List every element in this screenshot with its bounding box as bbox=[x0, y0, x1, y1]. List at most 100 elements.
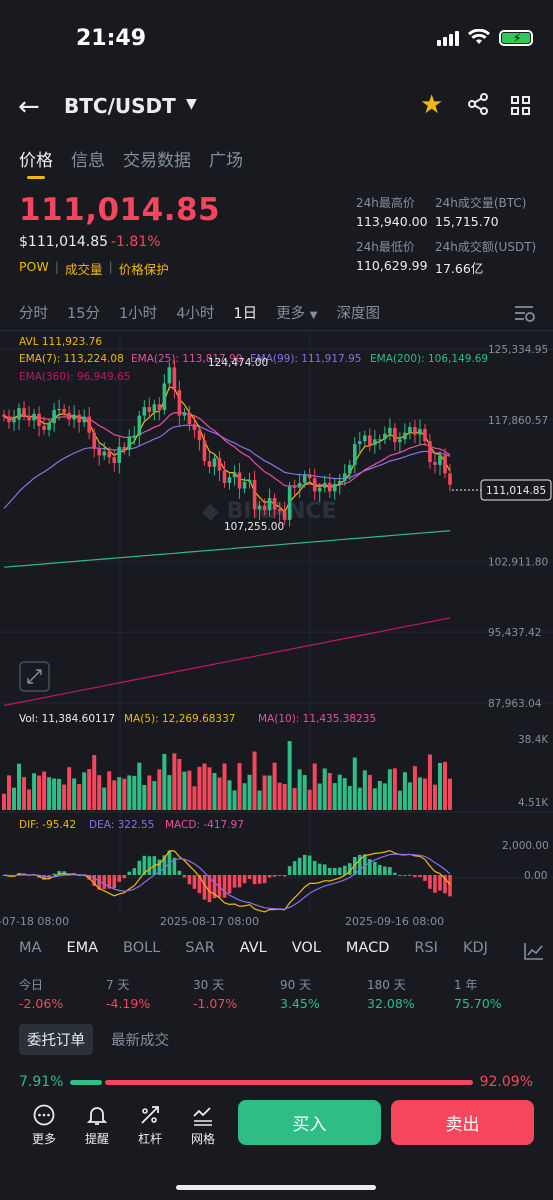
y-tick-label: 125,334.95 bbox=[488, 344, 548, 356]
grid-button[interactable]: 网格 bbox=[181, 1103, 225, 1147]
vol-tick-low: 4.51K bbox=[518, 797, 549, 809]
indicator-settings-icon[interactable] bbox=[524, 942, 544, 960]
macd-bar bbox=[202, 875, 207, 900]
candle-body bbox=[92, 432, 97, 449]
volume-bar bbox=[432, 784, 437, 810]
perf-180d: 180 天 32.08% bbox=[367, 976, 415, 1011]
buy-button[interactable]: 买入 bbox=[238, 1100, 381, 1145]
interval-depth[interactable]: 深度图 bbox=[336, 306, 380, 322]
caret-down-icon[interactable]: ▼ bbox=[186, 96, 197, 112]
tab-order-book[interactable]: 委托订单 bbox=[19, 1024, 93, 1055]
tab-info[interactable]: 信息 bbox=[71, 151, 105, 171]
interval-1d[interactable]: 1日 bbox=[233, 306, 258, 322]
volume-bar bbox=[77, 784, 82, 810]
macd-bar bbox=[272, 875, 277, 877]
indicator-kdj[interactable]: KDJ bbox=[462, 940, 488, 956]
interval-more[interactable]: 更多 ▼ bbox=[276, 302, 317, 323]
tab-latest-trades[interactable]: 最新成交 bbox=[111, 1033, 169, 1049]
candle-body bbox=[448, 473, 452, 485]
candle-body bbox=[337, 480, 342, 484]
volume-bar bbox=[7, 775, 12, 810]
candle-body bbox=[272, 498, 277, 510]
macd-bar bbox=[388, 867, 392, 875]
candle-body bbox=[433, 462, 437, 465]
indicator-ema[interactable]: EMA bbox=[66, 940, 99, 956]
chart-settings-icon[interactable] bbox=[514, 304, 536, 322]
back-icon[interactable]: ← bbox=[18, 92, 40, 122]
interval-line[interactable]: 分时 bbox=[19, 306, 48, 322]
fullscreen-icon[interactable] bbox=[19, 661, 50, 692]
tag-price-protection[interactable]: 价格保护 bbox=[118, 262, 169, 277]
macd-bar bbox=[117, 875, 122, 882]
volume-bar bbox=[2, 793, 6, 810]
indicator-ma[interactable]: MA bbox=[19, 940, 42, 956]
volume-bar bbox=[407, 782, 412, 810]
volume-bar bbox=[387, 769, 392, 810]
macd-bar bbox=[373, 861, 377, 875]
stat-high-value: 113,940.00 bbox=[356, 214, 428, 229]
macd-bar bbox=[393, 872, 397, 875]
perf-label: 90 天 bbox=[280, 978, 312, 992]
candle-body bbox=[152, 404, 157, 412]
candle-body bbox=[317, 487, 322, 492]
volume-bar bbox=[177, 759, 182, 810]
volume-bar bbox=[72, 778, 77, 810]
macd-bar bbox=[97, 875, 102, 890]
volume-bar bbox=[267, 775, 272, 810]
last-price-tag bbox=[480, 479, 552, 501]
macd-bar bbox=[227, 875, 232, 894]
leverage-button[interactable]: 杠杆 bbox=[128, 1103, 172, 1147]
bell-icon bbox=[86, 1107, 108, 1125]
volume-bar bbox=[448, 778, 452, 810]
indicator-boll[interactable]: BOLL bbox=[123, 940, 161, 956]
legend-ema25: EMA(25): 113,817.90 bbox=[131, 353, 242, 365]
candle-body bbox=[132, 435, 137, 437]
macd-bar bbox=[212, 875, 217, 899]
x-tick-1: 2025-07-18 08:00 bbox=[0, 915, 69, 928]
kline-chart[interactable]: ◆ BINANCE AVL 111,923.76 EMA(7): 113,224… bbox=[0, 330, 553, 930]
indicator-rsi[interactable]: RSI bbox=[414, 940, 438, 956]
volume-bar bbox=[392, 768, 397, 810]
alert-button[interactable]: 提醒 bbox=[75, 1103, 119, 1147]
tag-volume[interactable]: 成交量 bbox=[64, 262, 103, 277]
indicator-avl[interactable]: AVL bbox=[239, 940, 267, 956]
tab-trading-data[interactable]: 交易数据 bbox=[123, 151, 191, 171]
indicator-sar[interactable]: SAR bbox=[185, 940, 215, 956]
tag-pow[interactable]: POW bbox=[19, 259, 49, 274]
more-button[interactable]: 更多 bbox=[22, 1103, 66, 1147]
favorite-star-icon[interactable]: ★ bbox=[420, 90, 444, 120]
candle-body bbox=[167, 367, 172, 384]
candle-body bbox=[247, 480, 252, 482]
tab-square[interactable]: 广场 bbox=[209, 151, 243, 171]
volume-bar bbox=[297, 769, 302, 810]
volume-bar bbox=[212, 773, 217, 810]
sell-button[interactable]: 卖出 bbox=[391, 1100, 534, 1145]
volume-bar bbox=[127, 775, 132, 810]
candle-body bbox=[257, 505, 262, 510]
indicator-macd[interactable]: MACD bbox=[345, 940, 390, 956]
indicator-vol[interactable]: VOL bbox=[291, 940, 321, 956]
macd-bar bbox=[438, 875, 442, 891]
share-icon[interactable] bbox=[467, 93, 489, 115]
interval-15m[interactable]: 15分 bbox=[67, 306, 100, 322]
tab-price[interactable]: 价格 bbox=[19, 151, 53, 171]
volume-bar bbox=[42, 771, 47, 810]
volume-bar bbox=[32, 773, 37, 810]
x-tick-3: 2025-09-16 08:00 bbox=[345, 915, 444, 928]
annotation-high: 124,474.00 bbox=[208, 357, 268, 369]
interval-1h[interactable]: 1小时 bbox=[118, 306, 158, 322]
grid-menu-icon[interactable] bbox=[511, 96, 530, 115]
interval-bar: 分时 15分 1小时 4小时 1日 更多 ▼ 深度图 bbox=[19, 302, 399, 323]
stat-vol-btc: 24h成交量(BTC) 15,715.70 bbox=[435, 194, 526, 229]
candle-body bbox=[107, 451, 112, 458]
perf-value: -4.19% bbox=[106, 996, 151, 1011]
order-tabs: 委托订单 最新成交 bbox=[19, 1024, 177, 1055]
pair-selector[interactable]: BTC/USDT bbox=[64, 94, 176, 118]
candle-body bbox=[187, 412, 192, 425]
macd-bar bbox=[312, 861, 317, 875]
candle-body bbox=[12, 419, 16, 423]
volume-bar bbox=[192, 786, 197, 810]
volume-bar bbox=[332, 783, 337, 810]
interval-4h[interactable]: 4小时 bbox=[176, 306, 215, 322]
candle-body bbox=[102, 451, 107, 456]
